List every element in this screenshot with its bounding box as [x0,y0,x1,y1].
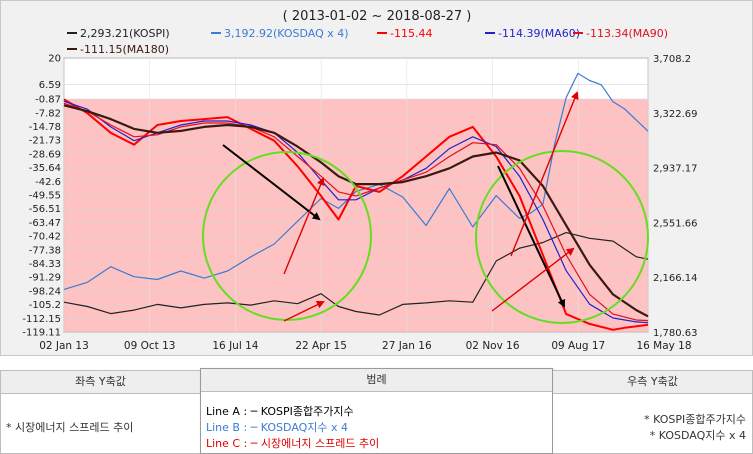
y-left-tick-label: -21.73 [29,136,61,147]
annotation-arrow-up [510,91,579,257]
y-left-tick-label: -84.33 [29,259,61,270]
y-left-tick-label: -77.38 [29,245,61,256]
legend-panel: 범례 Line A : ─ KOSPI종합주가지수 Line B : ─ KOS… [200,368,553,454]
right-axis-title: 우측 Y축값 [553,371,752,394]
annotation-arrow-up [283,301,325,322]
left-axis-description: * 시장에너지 스프레드 추이 [6,421,134,434]
legend-line-c: Line C : ─ 시장에너지 스프레드 추이 [206,437,380,450]
y-left-tick-label: -56.51 [29,204,61,215]
legend-item: -111.15(MA180) [80,43,169,56]
annotation-arrow-down [497,165,566,308]
y-right-tick-label: 1,780.63 [653,328,698,339]
legend-line-b: Line B : ─ KOSDAQ지수 x 4 [206,421,349,434]
legend-item: -113.34(MA90) [586,27,668,40]
legend-line-a: Line A : ─ KOSPI종합주가지수 [206,405,354,418]
x-tick-label: 02 Jan 13 [39,340,89,352]
annotation-arrow-up [283,177,325,275]
y-right-tick-label: 2,551.66 [653,218,698,229]
right-axis-description-kospi: * KOSPI종합주가지수 [644,413,746,426]
y-left-tick-label: -49.55 [29,190,61,201]
series-line [63,100,649,324]
series-line [63,72,649,290]
y-left-tick-label: -91.29 [29,273,61,284]
legend-item: -114.39(MA60) [498,27,580,40]
y-left-tick-label: 6.59 [39,80,61,91]
y-right-tick-label: 2,166.14 [653,273,698,284]
legend-item: 3,192.92(KOSDAQ x 4) [224,27,349,40]
y-left-tick-label: -35.64 [29,163,61,174]
series-line [63,104,649,318]
y-left-tick-label: -98.24 [29,286,61,297]
chart-title: ( 2013-01-02 ~ 2018-08-27 ) [283,9,472,24]
right-axis-description-kosdaq: * KOSDAQ지수 x 4 [649,429,746,442]
y-left-tick-label: 20 [48,54,61,65]
y-left-tick-label: -63.47 [29,218,61,229]
legend-item: -115.44 [390,27,432,40]
x-tick-label: 02 Nov 16 [466,340,520,352]
y-left-tick-label: -105.2 [29,300,61,311]
shaded-band [64,99,648,332]
y-left-tick-label: -112.15 [22,314,61,325]
annotation-arrow-up [491,247,575,312]
x-tick-label: 16 May 18 [636,340,691,352]
x-tick-label: 22 Apr 15 [295,340,347,352]
left-axis-title: 좌측 Y축값 [1,371,200,394]
x-tick-label: 16 Jul 14 [212,340,258,352]
left-axis-panel: 좌측 Y축값 * 시장에너지 스프레드 추이 [0,370,200,454]
y-left-tick-label: -14.78 [29,122,61,133]
annotation-circle [475,150,649,324]
y-right-tick-label: 2,937.17 [653,164,698,175]
y-right-tick-label: 3,322.69 [653,109,698,120]
y-left-tick-label: -7.82 [35,108,61,119]
y-right-tick-label: 3,708.2 [653,54,691,65]
series-line [63,232,649,316]
legend-title: 범례 [201,369,552,392]
x-tick-label: 09 Oct 13 [124,340,176,352]
y-left-tick-label: -28.69 [29,149,61,160]
y-left-tick-label: -119.11 [22,328,61,339]
chart-svg: ( 2013-01-02 ~ 2018-08-27 ) 2,293.21(KOSP… [22,9,698,352]
x-tick-label: 27 Jan 16 [382,340,432,352]
legend-item: 2,293.21(KOSPI) [80,27,170,40]
y-left-tick-label: -0.87 [35,95,61,106]
y-left-tick-label: -70.42 [29,232,61,243]
x-tick-label: 09 Aug 17 [551,340,605,352]
chart-frame: ( 2013-01-02 ~ 2018-08-27 ) 2,293.21(KOSP… [0,0,753,356]
y-left-tick-label: -42.6 [35,177,61,188]
right-axis-panel: 우측 Y축값 * KOSPI종합주가지수 * KOSDAQ지수 x 4 [553,370,753,454]
annotation-arrow-down [222,144,321,221]
